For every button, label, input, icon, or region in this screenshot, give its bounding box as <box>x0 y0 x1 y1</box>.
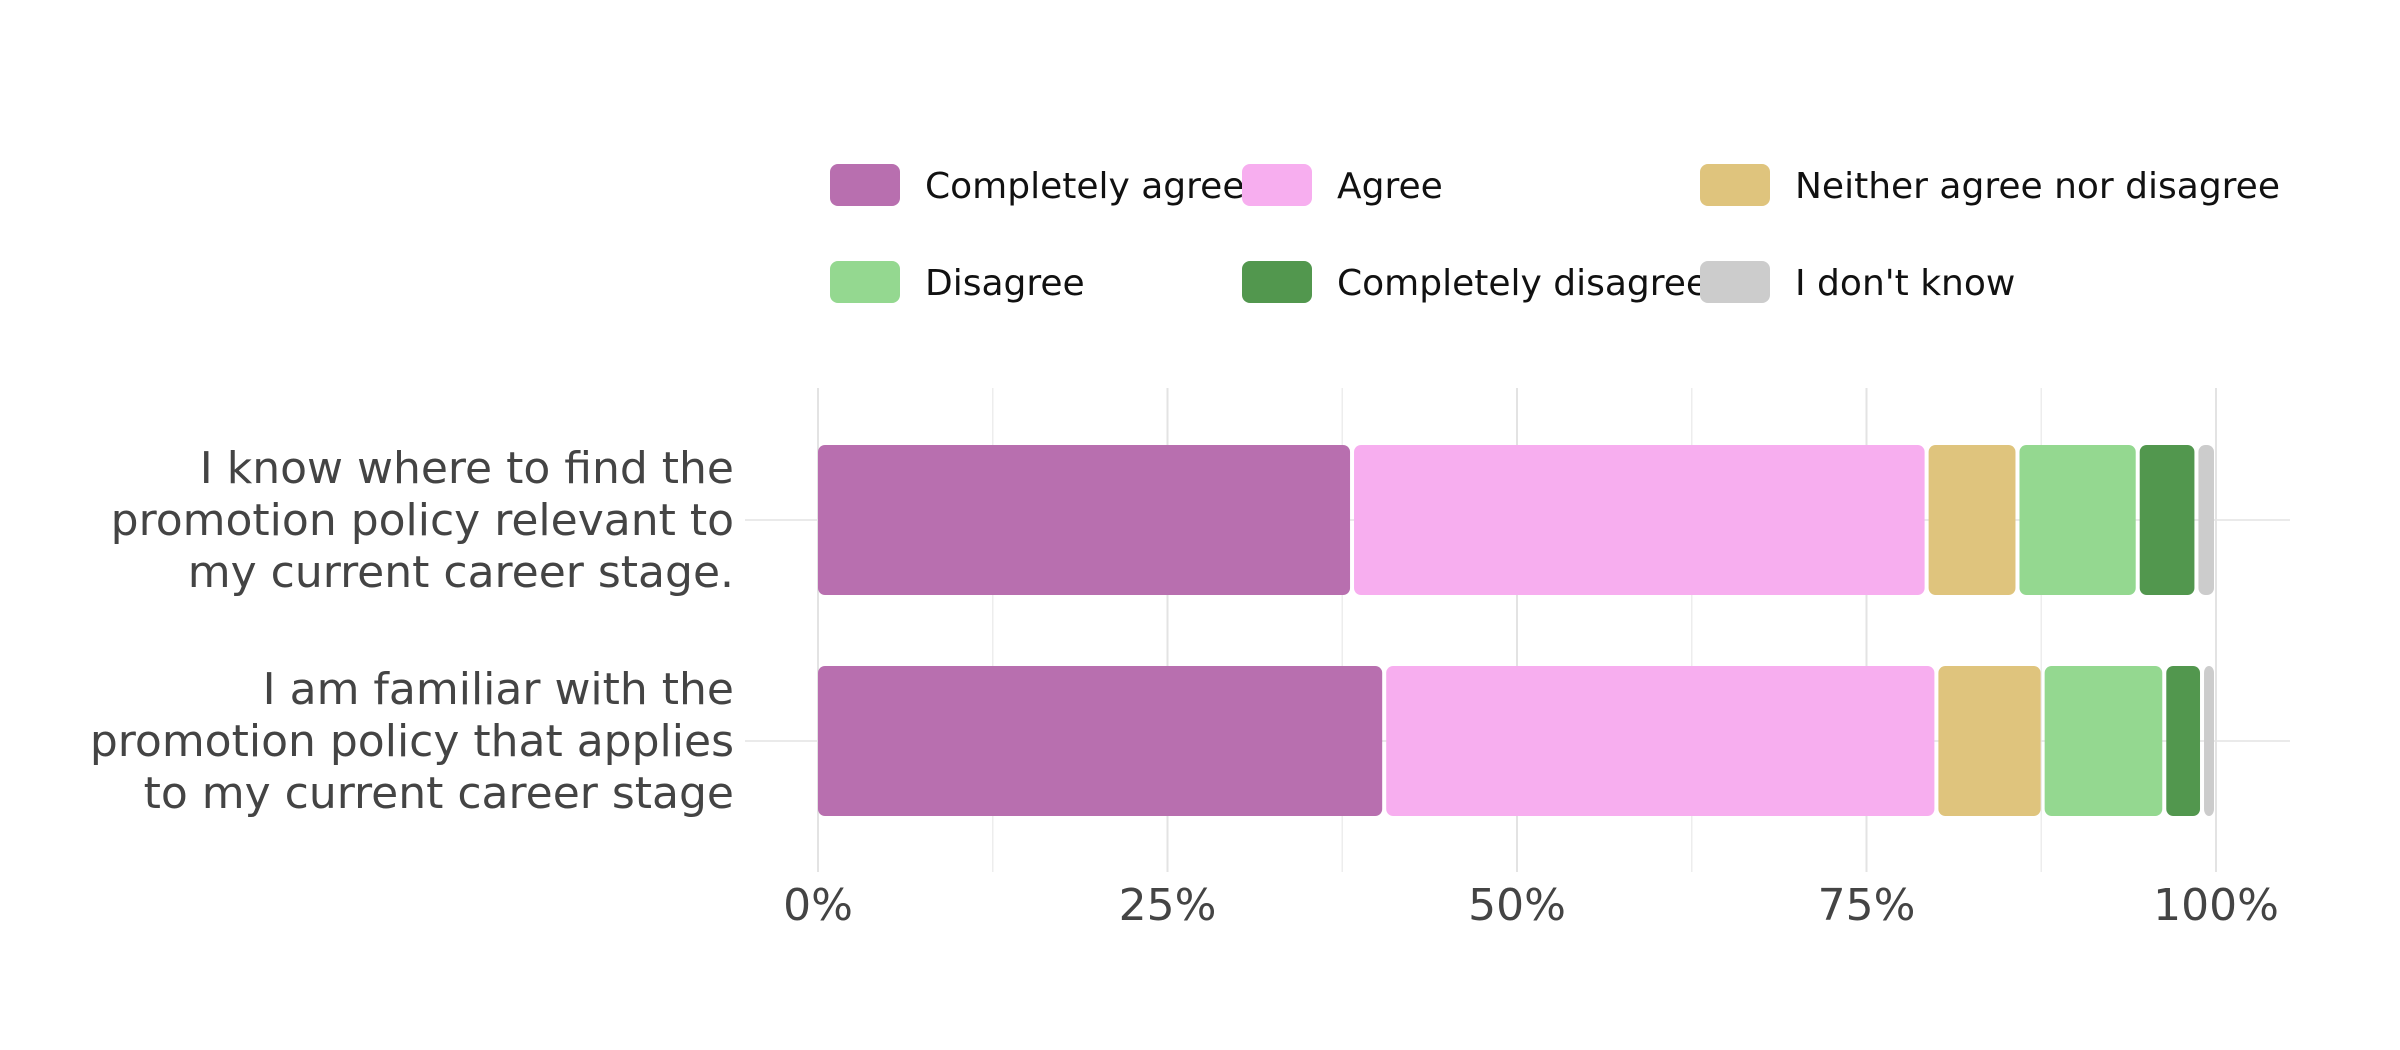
legend-label-0: Completely agree <box>925 166 1244 207</box>
x-tick-label-2: 50% <box>1468 880 1566 931</box>
bar-segment-1-5[interactable] <box>2204 666 2214 816</box>
bar-segment-0-1[interactable] <box>1354 445 1925 595</box>
legend-swatch-2 <box>1700 164 1770 206</box>
category-label-line-0-0: I know where to find the <box>200 443 734 494</box>
category-label-line-1-1: promotion policy that applies <box>90 716 734 767</box>
category-label-0: I know where to find the promotion policy… <box>111 443 734 598</box>
x-tick-label-1: 25% <box>1119 880 1217 931</box>
legend-swatch-4 <box>1242 261 1312 303</box>
category-label-line-0-1: promotion policy relevant to <box>111 495 734 546</box>
legend-swatch-0 <box>830 164 900 206</box>
legend-label-1: Agree <box>1337 166 1443 207</box>
legend-label-5: I don't know <box>1795 263 2015 304</box>
bar-segment-1-3[interactable] <box>2044 666 2163 816</box>
category-label-line-1-0: I am familiar with the <box>263 664 734 715</box>
bar-segment-0-5[interactable] <box>2198 445 2214 595</box>
bar-segment-0-4[interactable] <box>2139 445 2195 595</box>
x-tick-label-4: 100% <box>2153 880 2279 931</box>
legend-label-3: Disagree <box>925 263 1085 304</box>
bar-segment-1-2[interactable] <box>1938 666 2041 816</box>
bar-segment-0-2[interactable] <box>1928 445 2016 595</box>
x-tick-label-0: 0% <box>783 880 853 931</box>
bar-segment-0-3[interactable] <box>2019 445 2136 595</box>
category-label-line-0-2: my current career stage. <box>188 547 734 598</box>
bar-segment-1-0[interactable] <box>818 666 1383 816</box>
category-label-line-1-2: to my current career stage <box>144 768 734 819</box>
legend-swatch-1 <box>1242 164 1312 206</box>
x-axis-ticks: 0% 25% 50% 75% 100% <box>783 880 2279 931</box>
legend-swatch-3 <box>830 261 900 303</box>
legend: Completely agree Agree Neither agree nor d… <box>830 164 2280 304</box>
bars <box>818 445 2214 816</box>
legend-label-2: Neither agree nor disagree <box>1795 166 2280 207</box>
x-tick-label-3: 75% <box>1818 880 1916 931</box>
bar-segment-0-0[interactable] <box>818 445 1351 595</box>
category-label-1: I am familiar with the promotion policy t… <box>90 664 734 819</box>
bar-segment-1-4[interactable] <box>2166 666 2201 816</box>
legend-label-4: Completely disagree <box>1337 263 1708 304</box>
legend-swatch-5 <box>1700 261 1770 303</box>
category-labels: I know where to find the promotion policy… <box>90 443 734 819</box>
bar-segment-1-1[interactable] <box>1386 666 1935 816</box>
